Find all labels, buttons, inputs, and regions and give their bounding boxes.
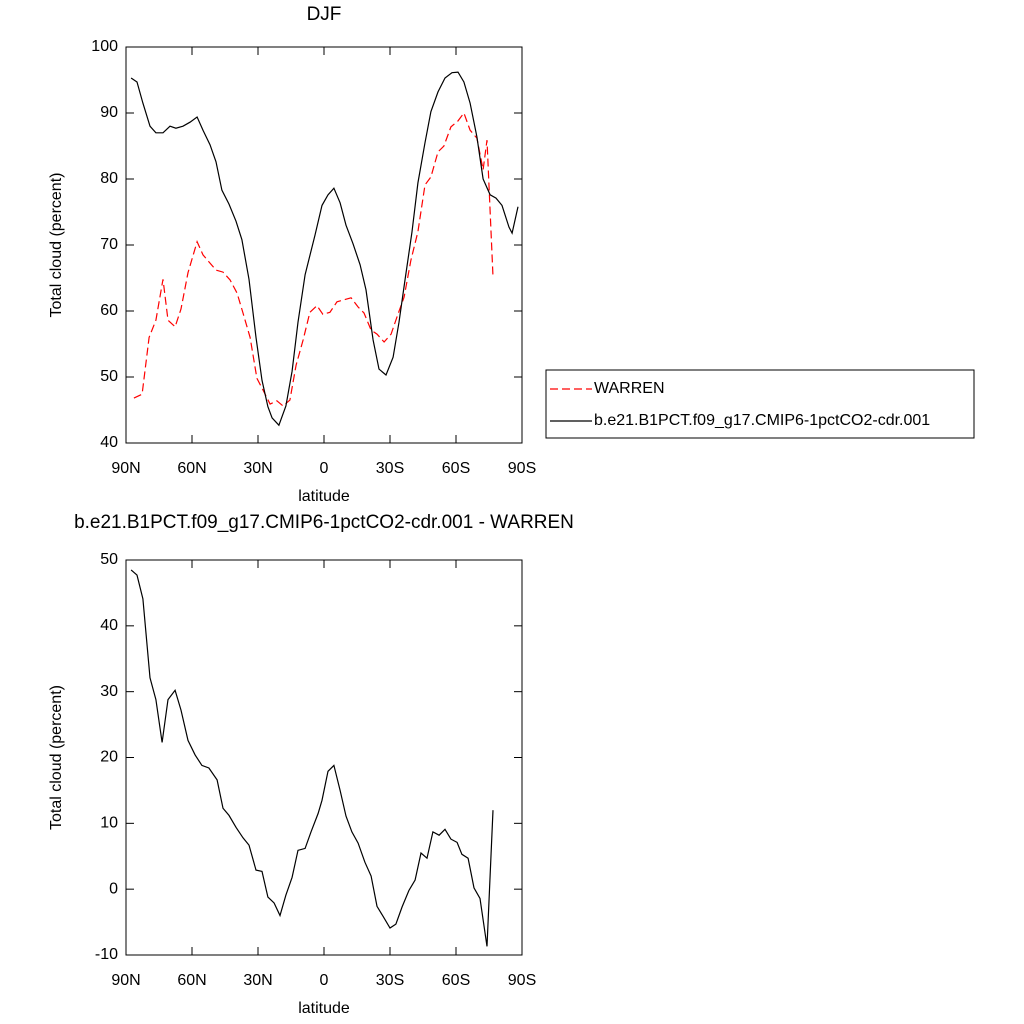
x-axis-label: latitude xyxy=(298,1000,350,1017)
y-tick-label: 70 xyxy=(100,236,118,253)
data-line xyxy=(133,111,494,407)
y-tick-label: 10 xyxy=(100,815,118,832)
x-tick-label: 60N xyxy=(177,972,206,989)
y-tick-label: 30 xyxy=(100,683,118,700)
y-tick-label: 20 xyxy=(100,749,118,766)
y-axis-label: Total cloud (percent) xyxy=(48,685,65,830)
y-tick-label: 40 xyxy=(100,434,118,451)
x-tick-label: 30N xyxy=(243,972,272,989)
x-tick-label: 60N xyxy=(177,460,206,477)
x-tick-label: 30N xyxy=(243,460,272,477)
chart-title: DJF xyxy=(307,4,342,25)
y-tick-label: 0 xyxy=(109,880,118,897)
x-tick-label: 60S xyxy=(442,460,470,477)
y-tick-label: 50 xyxy=(100,551,118,568)
x-tick-label: 60S xyxy=(442,972,470,989)
y-tick-label: 90 xyxy=(100,104,118,121)
chart-title: b.e21.B1PCT.f09_g17.CMIP6-1pctCO2-cdr.00… xyxy=(74,512,574,533)
legend-label: b.e21.B1PCT.f09_g17.CMIP6-1pctCO2-cdr.00… xyxy=(594,412,930,429)
x-axis-label: latitude xyxy=(298,488,350,505)
plot-frame xyxy=(125,46,523,444)
y-tick-label: 100 xyxy=(91,38,118,55)
x-tick-label: 0 xyxy=(320,460,329,477)
x-tick-label: 30S xyxy=(376,460,404,477)
x-tick-label: 90S xyxy=(508,460,536,477)
y-tick-label: 80 xyxy=(100,170,118,187)
data-line xyxy=(130,569,494,947)
x-tick-label: 30S xyxy=(376,972,404,989)
x-tick-label: 0 xyxy=(320,972,329,989)
y-tick-label: 60 xyxy=(100,302,118,319)
legend-box xyxy=(545,369,975,439)
x-tick-label: 90N xyxy=(111,972,140,989)
y-tick-label: -10 xyxy=(95,946,118,963)
legend-label: WARREN xyxy=(594,380,665,397)
x-tick-label: 90S xyxy=(508,972,536,989)
y-axis-label: Total cloud (percent) xyxy=(48,173,65,318)
data-line xyxy=(130,71,519,427)
y-tick-label: 50 xyxy=(100,368,118,385)
plot-frame xyxy=(125,559,523,956)
x-tick-label: 90N xyxy=(111,460,140,477)
y-tick-label: 40 xyxy=(100,617,118,634)
